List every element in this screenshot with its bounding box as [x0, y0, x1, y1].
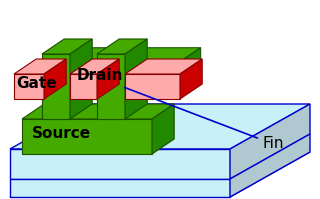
Polygon shape [125, 74, 180, 99]
Polygon shape [97, 59, 119, 99]
Polygon shape [70, 39, 92, 119]
Polygon shape [10, 179, 230, 197]
Polygon shape [125, 39, 147, 119]
Text: Source: Source [32, 126, 91, 141]
Text: Drain: Drain [76, 68, 123, 83]
Polygon shape [180, 59, 202, 99]
Polygon shape [68, 48, 201, 63]
Polygon shape [44, 59, 66, 99]
Polygon shape [70, 74, 97, 99]
Polygon shape [14, 59, 66, 74]
Polygon shape [152, 104, 174, 154]
Polygon shape [42, 54, 70, 119]
Polygon shape [22, 104, 174, 119]
Polygon shape [179, 48, 201, 98]
Polygon shape [10, 152, 310, 197]
Text: Fin: Fin [262, 137, 284, 151]
Text: Gate: Gate [16, 76, 57, 91]
Polygon shape [230, 134, 310, 197]
Polygon shape [22, 119, 152, 154]
Polygon shape [97, 54, 125, 119]
Polygon shape [70, 59, 119, 74]
Polygon shape [230, 104, 310, 179]
Polygon shape [125, 59, 202, 74]
Polygon shape [68, 63, 179, 98]
Polygon shape [10, 149, 230, 179]
Polygon shape [14, 74, 44, 99]
Polygon shape [97, 39, 147, 54]
Polygon shape [10, 104, 310, 149]
Polygon shape [42, 39, 92, 54]
